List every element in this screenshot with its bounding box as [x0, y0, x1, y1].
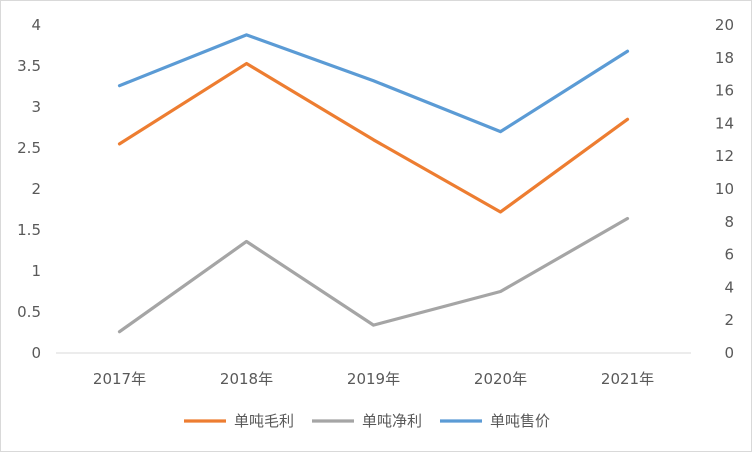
legend-label: 单吨售价: [490, 412, 550, 430]
x-tick-label: 2018年: [220, 370, 273, 388]
legend-label: 单吨净利: [362, 412, 422, 430]
left-tick-label: 0.5: [17, 303, 41, 321]
right-tick-label: 10: [715, 180, 734, 198]
series-line-2: [117, 216, 630, 334]
series-line-3: [117, 33, 630, 134]
legend-label: 单吨毛利: [234, 412, 294, 430]
right-tick-label: 18: [715, 49, 734, 67]
series-line-1: [117, 61, 630, 214]
left-tick-label: 0: [31, 344, 41, 362]
right-tick-label: 4: [724, 278, 734, 296]
left-tick-label: 1: [31, 262, 41, 280]
right-tick-label: 16: [715, 82, 734, 100]
right-tick-label: 0: [724, 344, 734, 362]
right-tick-label: 2: [724, 311, 734, 329]
left-tick-label: 2: [31, 180, 41, 198]
left-tick-label: 3: [31, 98, 41, 116]
series-lines: [117, 33, 630, 334]
left-tick-label: 4: [31, 16, 41, 34]
x-tick-label: 2019年: [347, 370, 400, 388]
right-tick-label: 8: [724, 213, 734, 231]
left-tick-label: 3.5: [17, 57, 41, 75]
right-tick-label: 20: [715, 16, 734, 34]
x-tick-label: 2021年: [601, 370, 654, 388]
left-axis-ticks: 0 0.5 1 1.5 2 2.5 3 3.5 4: [17, 16, 41, 362]
x-tick-label: 2020年: [474, 370, 527, 388]
left-tick-label: 2.5: [17, 139, 41, 157]
legend: 单吨毛利 单吨净利 单吨售价: [184, 412, 550, 430]
x-axis-labels: 2017年 2018年 2019年 2020年 2021年: [93, 370, 654, 388]
right-tick-label: 12: [715, 147, 734, 165]
right-axis-ticks: 0 2 4 6 8 10 12 14 16 18 20: [715, 16, 734, 362]
right-tick-label: 14: [715, 114, 734, 132]
left-tick-label: 1.5: [17, 221, 41, 239]
right-tick-label: 6: [724, 246, 734, 264]
x-tick-label: 2017年: [93, 370, 146, 388]
